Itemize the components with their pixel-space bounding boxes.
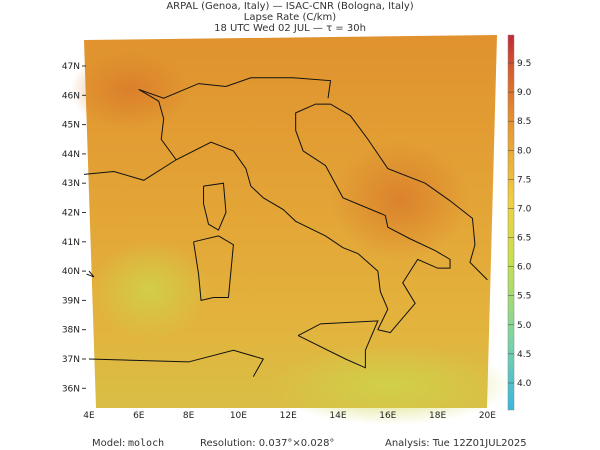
colorbar-label: 9.0 — [517, 88, 532, 98]
field-patch — [330, 140, 470, 260]
footer-analysis: Analysis: Tue 12Z01JUL2025 — [385, 438, 527, 449]
longitude-label: 10E — [230, 411, 247, 421]
latitude-label: 43N — [62, 179, 80, 189]
latitude-label: 39N — [62, 296, 80, 306]
colorbar-label: 4.5 — [517, 350, 531, 360]
coastline — [297, 320, 379, 369]
coastlines — [83, 77, 488, 377]
colorbar-label: 7.5 — [517, 175, 531, 185]
latitude-label: 44N — [62, 150, 80, 160]
coastline — [175, 103, 488, 334]
coastline — [83, 159, 177, 181]
colorbar-label: 8.5 — [517, 117, 531, 127]
latitude-label: 37N — [62, 355, 80, 365]
footer-label: Model: — [92, 438, 125, 449]
colorbar-label: 5.0 — [517, 321, 532, 331]
colorbar-label: 9.5 — [517, 59, 531, 69]
longitude-label: 8E — [183, 411, 195, 421]
latitude-label: 46N — [62, 91, 80, 101]
header-line: 18 UTC Wed 02 JUL — τ = 30h — [214, 23, 366, 34]
longitude-label: 6E — [133, 411, 145, 421]
coastline — [138, 77, 332, 99]
colorbar — [507, 34, 515, 411]
coastline — [193, 235, 234, 302]
header-line: Lapse Rate (C/km) — [244, 12, 336, 23]
colorbar-label: 5.5 — [517, 292, 531, 302]
longitude-label: 4E — [83, 411, 95, 421]
longitude-label: 12E — [280, 411, 297, 421]
latitude-label: 40N — [62, 267, 80, 277]
longitude-label: 20E — [479, 411, 496, 421]
latitude-label: 38N — [62, 326, 80, 336]
coastline — [88, 349, 265, 377]
coastline — [203, 182, 227, 231]
footer-model: moloch — [128, 438, 164, 449]
latitude-label: 45N — [62, 121, 80, 131]
longitude-label: 16E — [379, 411, 396, 421]
colorbar-label: 6.5 — [517, 234, 531, 244]
latitude-label: 41N — [62, 238, 80, 248]
latitude-label: 36N — [62, 384, 80, 394]
longitude-label: 18E — [429, 411, 446, 421]
coastline — [138, 89, 177, 161]
latitude-label: 47N — [62, 62, 80, 72]
field-patch — [70, 50, 190, 130]
colorbar-label: 4.0 — [517, 379, 532, 389]
field-patch — [270, 345, 510, 425]
field-patch — [90, 240, 210, 340]
latitude-label: 42N — [62, 209, 80, 219]
header-line: ARPAL (Genoa, Italy) — ISAC-CNR (Bologna… — [166, 1, 413, 12]
coastline — [86, 270, 95, 278]
colorbar-label: 6.0 — [517, 263, 532, 273]
longitude-label: 14E — [329, 411, 346, 421]
colorbar-label: 8.0 — [517, 146, 532, 156]
footer-resolution: Resolution: 0.037°×0.028° — [200, 438, 334, 449]
colorbar-label: 7.0 — [517, 204, 532, 214]
